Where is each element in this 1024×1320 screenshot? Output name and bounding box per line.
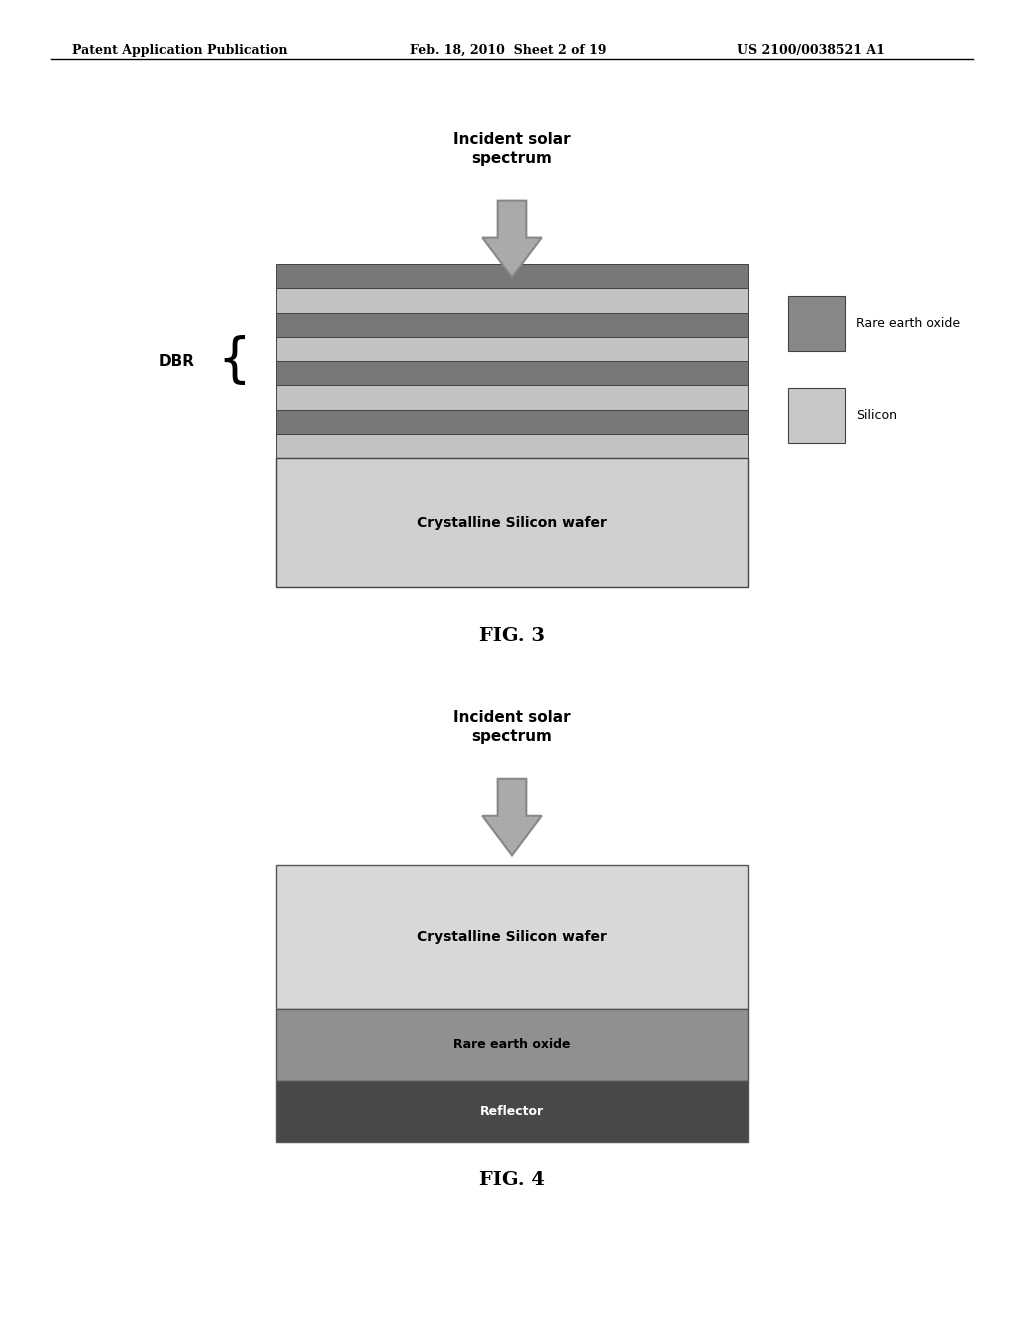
Text: Reflector: Reflector xyxy=(480,1105,544,1118)
Text: Silicon: Silicon xyxy=(856,409,897,422)
Text: Crystalline Silicon wafer: Crystalline Silicon wafer xyxy=(417,516,607,529)
Bar xyxy=(276,360,748,385)
Text: FIG. 3: FIG. 3 xyxy=(479,627,545,645)
Text: US 2100/0038521 A1: US 2100/0038521 A1 xyxy=(737,44,885,57)
Bar xyxy=(276,1081,748,1142)
Bar xyxy=(276,458,748,587)
Text: FIG. 4: FIG. 4 xyxy=(479,1171,545,1189)
Text: DBR: DBR xyxy=(159,354,195,368)
Text: Incident solar
spectrum: Incident solar spectrum xyxy=(454,710,570,743)
Text: {: { xyxy=(217,335,251,387)
Text: Crystalline Silicon wafer: Crystalline Silicon wafer xyxy=(417,929,607,944)
Bar xyxy=(788,296,845,351)
Bar xyxy=(276,409,748,434)
FancyArrow shape xyxy=(482,779,542,855)
Text: Incident solar
spectrum: Incident solar spectrum xyxy=(454,132,570,165)
Bar xyxy=(276,1008,748,1081)
Bar xyxy=(276,313,748,337)
Bar xyxy=(788,388,845,444)
Bar xyxy=(276,434,748,458)
Bar xyxy=(276,264,748,288)
Text: Rare earth oxide: Rare earth oxide xyxy=(856,317,961,330)
Bar xyxy=(276,385,748,409)
Bar xyxy=(276,288,748,313)
Text: Patent Application Publication: Patent Application Publication xyxy=(72,44,287,57)
Bar xyxy=(276,865,748,1008)
Text: Rare earth oxide: Rare earth oxide xyxy=(454,1039,570,1051)
FancyArrow shape xyxy=(482,201,542,277)
Bar xyxy=(276,337,748,360)
Text: Feb. 18, 2010  Sheet 2 of 19: Feb. 18, 2010 Sheet 2 of 19 xyxy=(410,44,606,57)
